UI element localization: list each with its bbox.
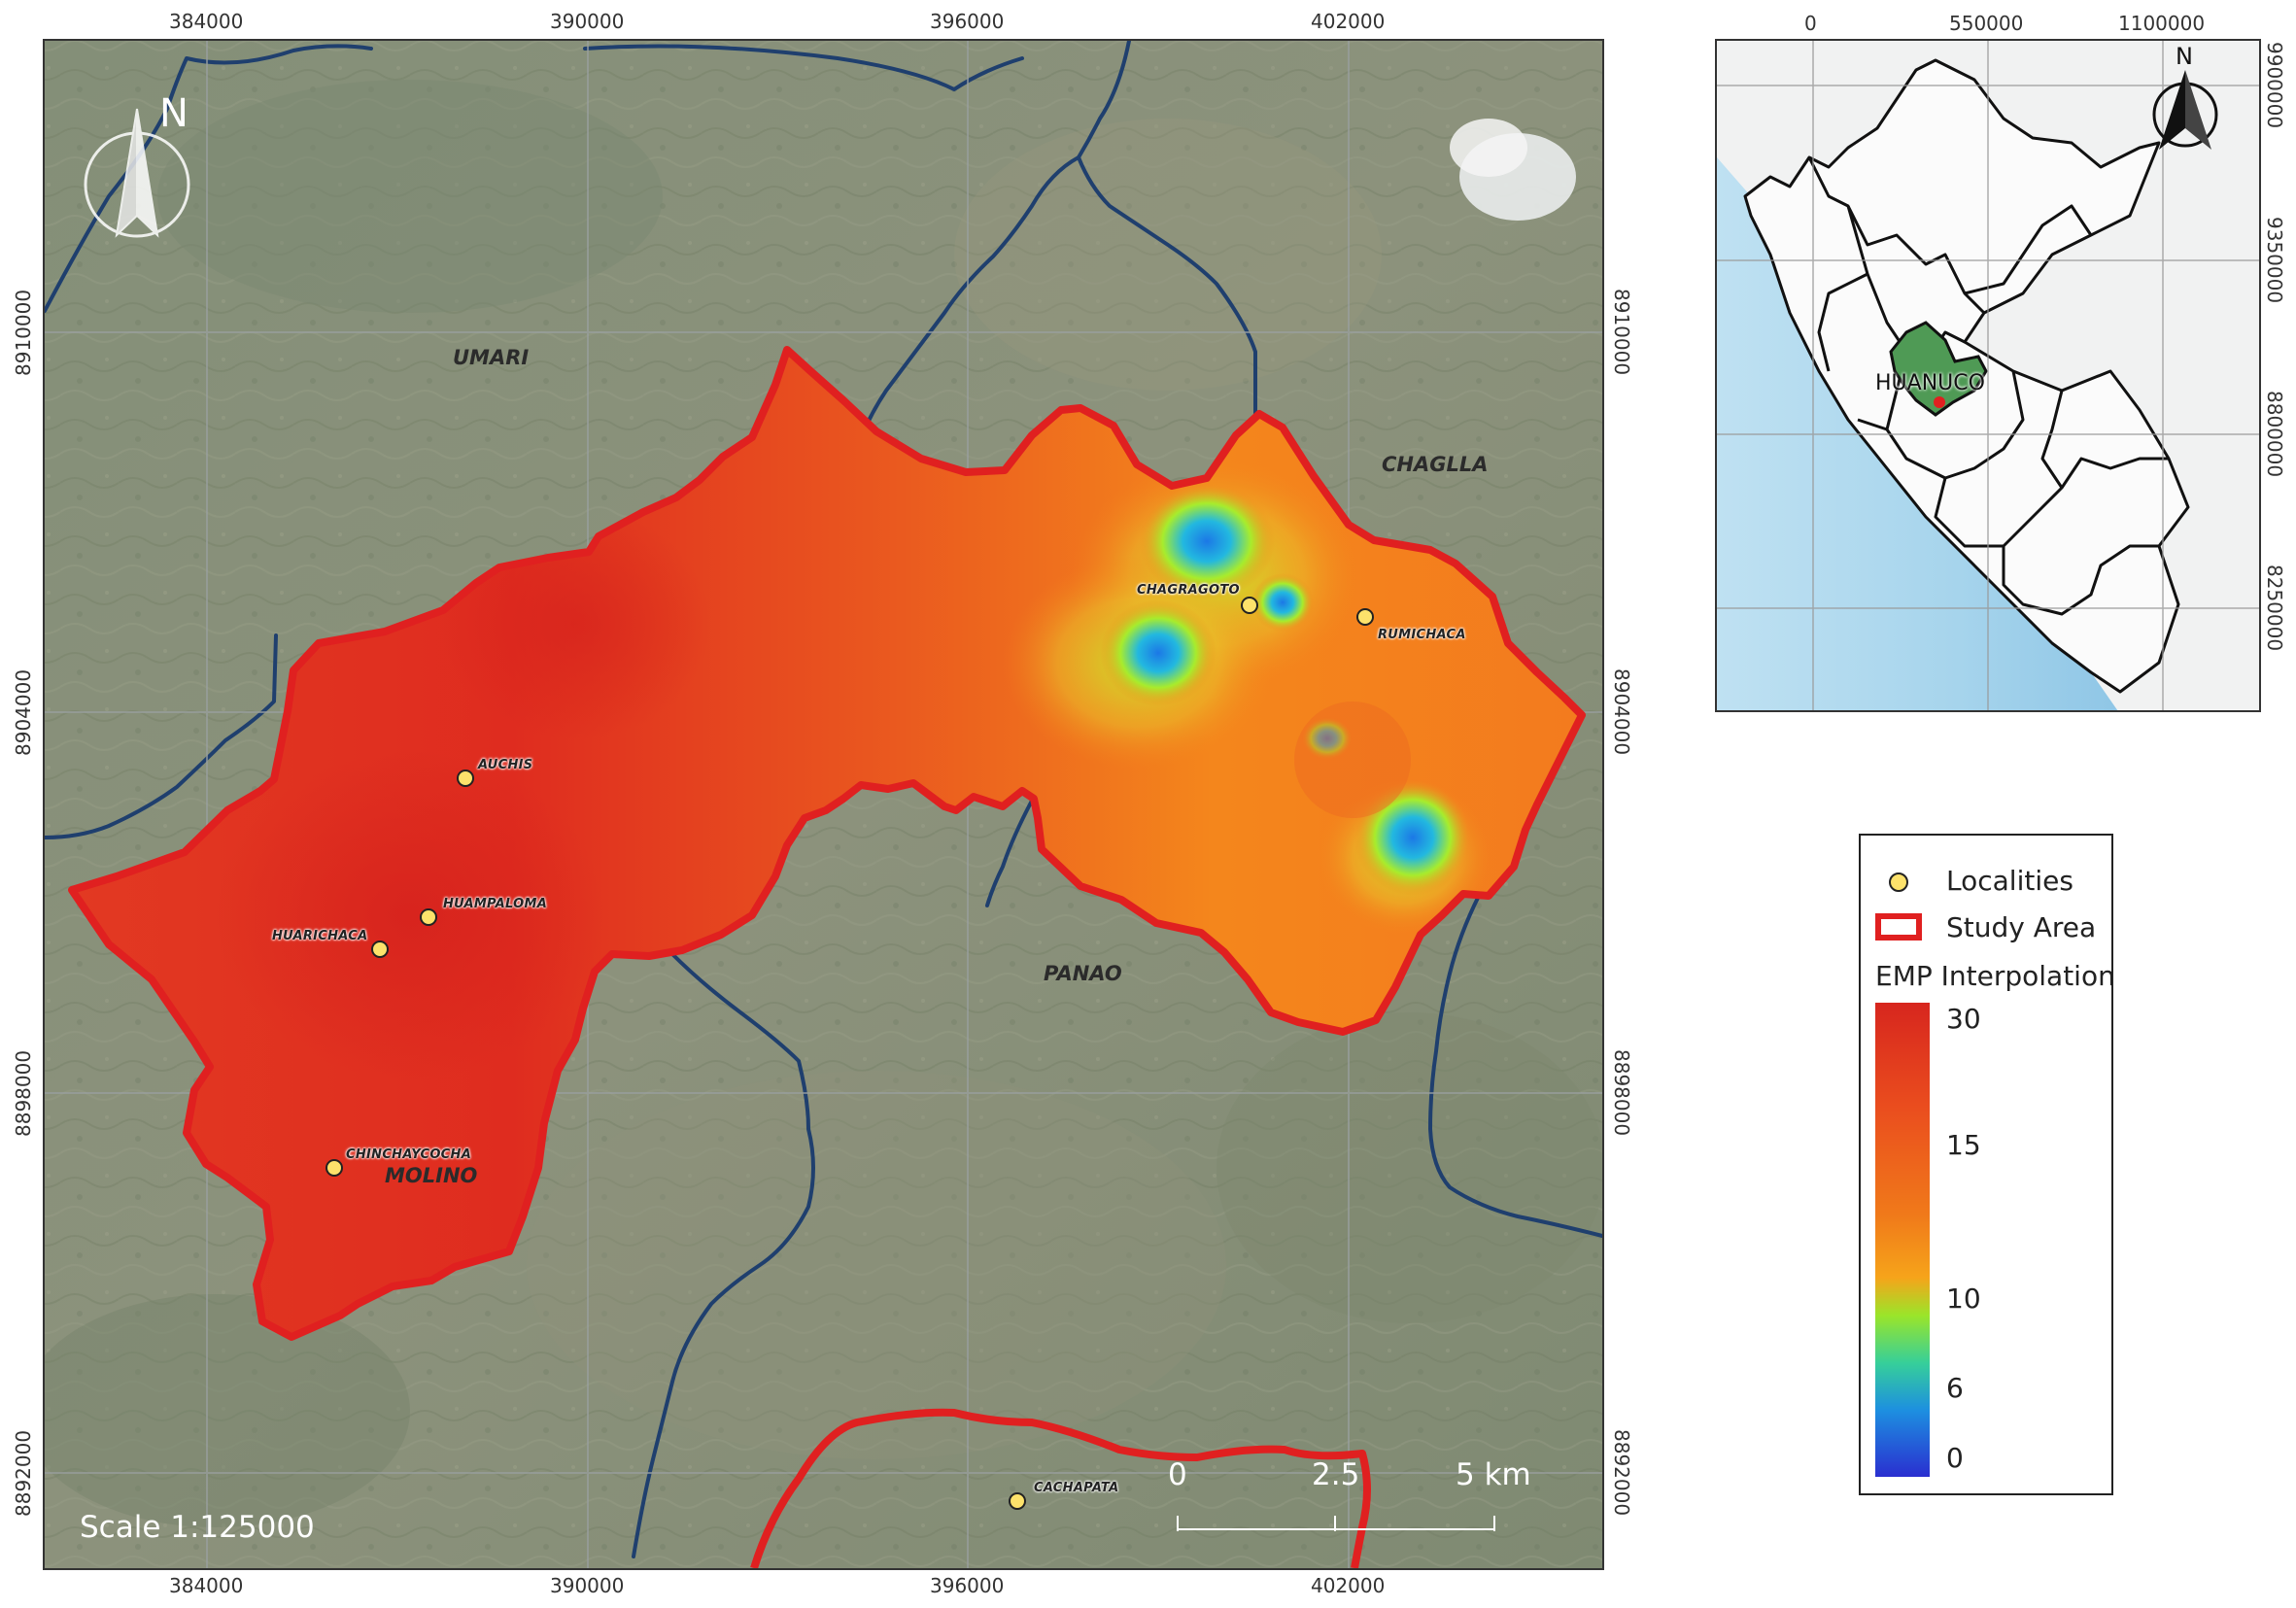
study-area-location-marker bbox=[1934, 396, 1945, 408]
legend-localities-label: Localities bbox=[1946, 865, 2073, 897]
district-label-panao: PANAO bbox=[1044, 962, 1122, 985]
locality-label-auchis: AUCHIS bbox=[478, 758, 533, 772]
inset-x-tick-2: 550000 bbox=[1949, 12, 2024, 35]
locality-label-huampaloma: HUAMPALOMA bbox=[443, 897, 548, 911]
inset-y-tick-2: 9350000 bbox=[2263, 217, 2286, 304]
district-label-chaglla: CHAGLLA bbox=[1382, 453, 1489, 476]
huanuco-region[interactable] bbox=[1889, 321, 1988, 417]
study-area-boundary-south[interactable] bbox=[750, 1408, 1371, 1568]
main-y-tick-left-4: 8892000 bbox=[12, 1429, 35, 1517]
legend-localities-symbol bbox=[1889, 872, 1908, 892]
main-north-label: N bbox=[159, 91, 188, 136]
main-x-tick-top-4: 402000 bbox=[1311, 10, 1386, 33]
inset-region-label-huanuco: HUANUCO bbox=[1875, 371, 1985, 395]
main-x-tick-bottom-3: 396000 bbox=[930, 1574, 1005, 1597]
rivers bbox=[45, 41, 1602, 1558]
main-map[interactable]: N UMARI CHAGLLA PANAO MOLINO AUCHIS HUAM… bbox=[43, 39, 1604, 1570]
legend-study-area-symbol bbox=[1875, 913, 1922, 941]
inset-y-tick-4: 8250000 bbox=[2263, 565, 2286, 652]
locality-marker-huampaloma[interactable] bbox=[420, 908, 437, 926]
legend-ramp-value-6: 6 bbox=[1946, 1372, 1964, 1404]
legend-ramp-value-15: 15 bbox=[1946, 1129, 1981, 1161]
scale-ratio-text: Scale 1:125000 bbox=[80, 1510, 315, 1545]
main-x-tick-bottom-1: 384000 bbox=[169, 1574, 244, 1597]
main-x-tick-bottom-4: 402000 bbox=[1311, 1574, 1386, 1597]
locality-marker-chagragoto[interactable] bbox=[1241, 597, 1258, 614]
main-y-tick-right-4: 8892000 bbox=[1610, 1429, 1633, 1517]
legend-color-ramp bbox=[1875, 1003, 1930, 1477]
main-x-tick-top-1: 384000 bbox=[169, 10, 244, 33]
main-y-tick-left-3: 8898000 bbox=[12, 1049, 35, 1137]
main-x-tick-top-2: 390000 bbox=[550, 10, 625, 33]
main-y-tick-right-2: 8904000 bbox=[1610, 668, 1633, 756]
inset-map[interactable]: N HUANUCO bbox=[1715, 39, 2261, 712]
inset-y-tick-3: 8800000 bbox=[2263, 391, 2286, 478]
locality-marker-rumichaca[interactable] bbox=[1356, 608, 1374, 626]
inset-y-tick-1: 9900000 bbox=[2263, 42, 2286, 129]
scale-bar bbox=[1177, 1516, 1495, 1531]
main-y-tick-left-2: 8904000 bbox=[12, 668, 35, 756]
district-label-molino: MOLINO bbox=[385, 1164, 478, 1187]
inset-x-tick-1: 0 bbox=[1804, 12, 1817, 35]
inset-north-label: N bbox=[2176, 43, 2193, 70]
locality-marker-chinchaycocha[interactable] bbox=[326, 1159, 343, 1177]
locality-label-rumichaca: RUMICHACA bbox=[1378, 628, 1466, 642]
legend-study-area-label: Study Area bbox=[1946, 911, 2097, 943]
scalebar-label-5km: 5 km bbox=[1456, 1457, 1531, 1492]
locality-label-cachapata: CACHAPATA bbox=[1034, 1481, 1119, 1495]
locality-label-chinchaycocha: CHINCHAYCOCHA bbox=[346, 1147, 472, 1162]
inset-map-canvas bbox=[1717, 41, 2259, 710]
main-x-tick-bottom-2: 390000 bbox=[550, 1574, 625, 1597]
main-y-tick-right-3: 8898000 bbox=[1610, 1049, 1633, 1137]
scalebar-label-0: 0 bbox=[1168, 1457, 1187, 1492]
main-x-tick-top-3: 396000 bbox=[930, 10, 1005, 33]
legend-interpolation-title: EMP Interpolation bbox=[1875, 960, 2115, 992]
locality-label-huarichaca: HUARICHACA bbox=[272, 929, 368, 943]
map-legend: Localities Study Area EMP Interpolation … bbox=[1859, 834, 2115, 1495]
legend-ramp-value-30: 30 bbox=[1946, 1003, 1981, 1035]
main-map-canvas[interactable] bbox=[45, 41, 1602, 1568]
legend-ramp-value-0: 0 bbox=[1946, 1442, 1964, 1474]
north-arrow-icon bbox=[84, 108, 190, 238]
legend-ramp-value-10: 10 bbox=[1946, 1283, 1981, 1315]
district-label-umari: UMARI bbox=[453, 346, 530, 369]
locality-marker-huarichaca[interactable] bbox=[371, 941, 389, 958]
locality-marker-auchis[interactable] bbox=[457, 770, 474, 787]
locality-label-chagragoto: CHAGRAGOTO bbox=[1137, 583, 1240, 598]
inset-x-tick-3: 1100000 bbox=[2118, 12, 2206, 35]
scalebar-label-2-5: 2.5 bbox=[1312, 1457, 1360, 1492]
main-y-tick-right-1: 8910000 bbox=[1610, 289, 1633, 376]
inset-north-arrow-icon bbox=[2152, 70, 2218, 150]
main-y-tick-left-1: 8910000 bbox=[12, 289, 35, 376]
locality-marker-cachapata[interactable] bbox=[1009, 1492, 1026, 1510]
